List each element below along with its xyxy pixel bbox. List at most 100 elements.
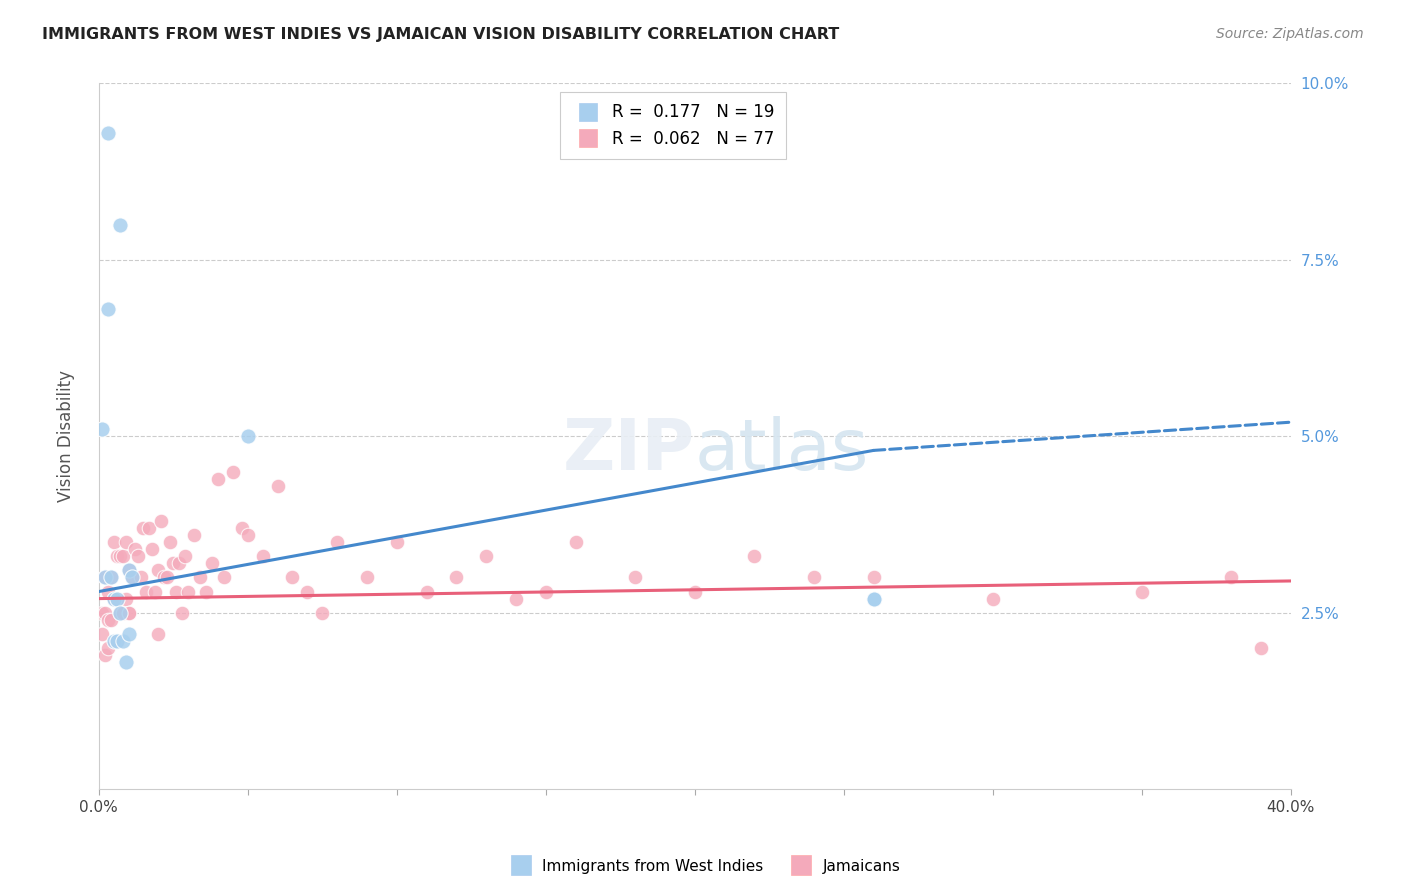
Point xyxy=(105,591,128,606)
Point xyxy=(105,634,128,648)
Point xyxy=(162,557,184,571)
Point xyxy=(105,549,128,564)
Point xyxy=(100,570,122,584)
Point xyxy=(97,126,120,140)
Point xyxy=(103,535,125,549)
Point xyxy=(156,570,179,584)
Point xyxy=(121,570,143,584)
Point xyxy=(108,218,131,232)
Point xyxy=(138,521,160,535)
Point xyxy=(231,521,253,535)
Point xyxy=(311,606,333,620)
Point xyxy=(97,302,120,317)
Point xyxy=(148,627,170,641)
Point xyxy=(94,570,117,584)
Point xyxy=(415,584,437,599)
Point xyxy=(117,563,139,577)
Point xyxy=(207,472,229,486)
Point xyxy=(132,521,155,535)
Point xyxy=(188,570,211,584)
Text: IMMIGRANTS FROM WEST INDIES VS JAMAICAN VISION DISABILITY CORRELATION CHART: IMMIGRANTS FROM WEST INDIES VS JAMAICAN … xyxy=(42,27,839,42)
Point xyxy=(94,606,117,620)
Point xyxy=(90,422,112,436)
Point xyxy=(111,634,134,648)
Point xyxy=(165,584,187,599)
Point xyxy=(744,549,766,564)
Point xyxy=(127,549,149,564)
Text: Source: ZipAtlas.com: Source: ZipAtlas.com xyxy=(1216,27,1364,41)
Point xyxy=(117,606,139,620)
Point xyxy=(326,535,349,549)
Point xyxy=(1220,570,1243,584)
Point xyxy=(129,570,152,584)
Point xyxy=(201,557,224,571)
Point xyxy=(222,465,245,479)
Point xyxy=(105,634,128,648)
Point xyxy=(159,535,181,549)
Text: atlas: atlas xyxy=(695,416,869,485)
Point xyxy=(167,557,190,571)
Point xyxy=(862,591,884,606)
Point xyxy=(297,584,319,599)
Point xyxy=(564,535,586,549)
Point xyxy=(385,535,408,549)
Point xyxy=(153,570,176,584)
Point xyxy=(981,591,1004,606)
Point xyxy=(475,549,498,564)
Point xyxy=(114,591,136,606)
Point xyxy=(624,570,647,584)
Point xyxy=(97,584,120,599)
Point xyxy=(90,606,112,620)
Point xyxy=(1130,584,1153,599)
Legend: Immigrants from West Indies, Jamaicans: Immigrants from West Indies, Jamaicans xyxy=(499,853,907,880)
Point xyxy=(183,528,205,542)
Point xyxy=(108,606,131,620)
Point xyxy=(141,542,163,557)
Point xyxy=(103,634,125,648)
Point xyxy=(111,606,134,620)
Point xyxy=(252,549,274,564)
Point xyxy=(236,528,259,542)
Point xyxy=(97,613,120,627)
Point xyxy=(172,606,194,620)
Point xyxy=(114,655,136,669)
Point xyxy=(121,570,143,584)
Point xyxy=(117,606,139,620)
Point xyxy=(505,591,527,606)
Point xyxy=(803,570,825,584)
Point xyxy=(195,584,218,599)
Point xyxy=(100,613,122,627)
Point xyxy=(111,549,134,564)
Point xyxy=(1250,640,1272,655)
Point xyxy=(281,570,304,584)
Point xyxy=(103,591,125,606)
Point xyxy=(150,514,173,528)
Point xyxy=(97,640,120,655)
Point xyxy=(114,535,136,549)
Point xyxy=(862,591,884,606)
Point xyxy=(683,584,706,599)
Point xyxy=(105,591,128,606)
Y-axis label: Vision Disability: Vision Disability xyxy=(58,370,75,502)
Point xyxy=(100,570,122,584)
Point xyxy=(266,478,288,492)
Point xyxy=(148,563,170,577)
Point xyxy=(108,606,131,620)
Point xyxy=(862,570,884,584)
Point xyxy=(90,627,112,641)
Point xyxy=(117,563,139,577)
Text: ZIP: ZIP xyxy=(562,416,695,485)
Point xyxy=(108,549,131,564)
Point xyxy=(534,584,557,599)
Point xyxy=(94,570,117,584)
Point xyxy=(94,648,117,662)
Point xyxy=(174,549,197,564)
Legend: R =  0.177   N = 19, R =  0.062   N = 77: R = 0.177 N = 19, R = 0.062 N = 77 xyxy=(560,92,786,160)
Point xyxy=(135,584,157,599)
Point xyxy=(124,542,146,557)
Point xyxy=(236,429,259,443)
Point xyxy=(117,627,139,641)
Point xyxy=(212,570,235,584)
Point xyxy=(177,584,200,599)
Point xyxy=(145,584,167,599)
